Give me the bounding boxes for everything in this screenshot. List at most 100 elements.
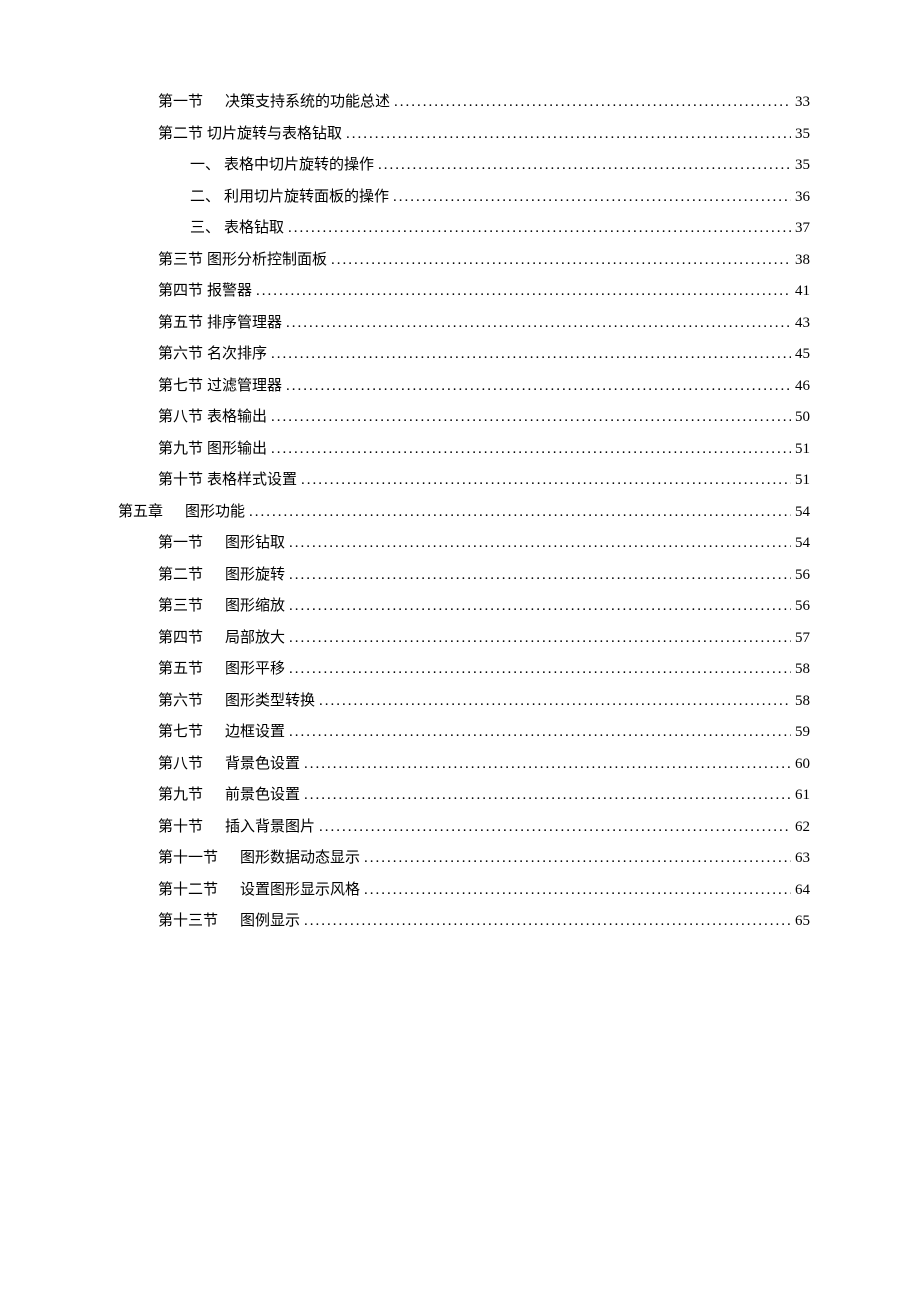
toc-entry-prefix: 第十三节 bbox=[158, 914, 218, 929]
toc-entry-page: 38 bbox=[795, 253, 810, 268]
toc-entry-leader bbox=[289, 662, 791, 677]
toc-entry-page: 46 bbox=[795, 379, 810, 394]
toc-entry-page: 41 bbox=[795, 284, 810, 299]
toc-entry-page: 56 bbox=[795, 599, 810, 614]
toc-entry: 第五章 图形功能 54 bbox=[118, 505, 810, 520]
toc-entry-title: 图形数据动态显示 bbox=[240, 851, 360, 866]
toc-entry-title: 图形类型转换 bbox=[225, 694, 315, 709]
toc-entry: 第十节 插入背景图片 62 bbox=[118, 820, 810, 835]
toc-entry-leader bbox=[249, 505, 791, 520]
toc-entry-leader bbox=[301, 473, 791, 488]
toc-entry: 第五节排序管理器43 bbox=[118, 316, 810, 331]
toc-entry-page: 51 bbox=[795, 473, 810, 488]
toc-entry-page: 54 bbox=[795, 505, 810, 520]
toc-entry: 第七节过滤管理器46 bbox=[118, 379, 810, 394]
toc-entry-title: 名次排序 bbox=[207, 347, 267, 362]
toc-entry-prefix: 二、 bbox=[190, 190, 220, 205]
toc-entry-prefix: 第六节 bbox=[158, 694, 203, 709]
toc-entry-page: 35 bbox=[795, 158, 810, 173]
toc-entry-leader bbox=[319, 820, 791, 835]
toc-entry-title: 表格样式设置 bbox=[207, 473, 297, 488]
toc-entry-prefix: 第二节 bbox=[158, 127, 203, 142]
toc-entry-leader bbox=[364, 883, 791, 898]
toc-entry-prefix: 第十节 bbox=[158, 820, 203, 835]
toc-entry-title: 图形钻取 bbox=[225, 536, 285, 551]
toc-entry-page: 33 bbox=[795, 95, 810, 110]
toc-entry-prefix: 第九节 bbox=[158, 442, 203, 457]
toc-entry: 第二节切片旋转与表格钻取35 bbox=[118, 127, 810, 142]
toc-entry-title: 图形功能 bbox=[185, 505, 245, 520]
toc-entry-title: 图例显示 bbox=[240, 914, 300, 929]
toc-entry-prefix: 第五节 bbox=[158, 316, 203, 331]
toc-entry: 第十节表格样式设置51 bbox=[118, 473, 810, 488]
toc-entry: 一、表格中切片旋转的操作35 bbox=[118, 158, 810, 173]
toc-entry-leader bbox=[319, 694, 791, 709]
toc-entry-title: 插入背景图片 bbox=[225, 820, 315, 835]
toc-entry-page: 54 bbox=[795, 536, 810, 551]
toc-entry-title: 图形缩放 bbox=[225, 599, 285, 614]
toc-entry-prefix: 第四节 bbox=[158, 631, 203, 646]
toc-entry-title: 利用切片旋转面板的操作 bbox=[224, 190, 389, 205]
toc-entry-leader bbox=[286, 316, 791, 331]
toc-entry: 第十二节 设置图形显示风格 64 bbox=[118, 883, 810, 898]
toc-entry: 第二节图形旋转56 bbox=[118, 568, 810, 583]
toc-entry: 第四节 局部放大 57 bbox=[118, 631, 810, 646]
toc-entry-title: 报警器 bbox=[207, 284, 252, 299]
toc-entry-leader bbox=[304, 757, 791, 772]
toc-entry-page: 56 bbox=[795, 568, 810, 583]
toc-entry: 第九节 前景色设置 61 bbox=[118, 788, 810, 803]
toc-entry-leader bbox=[289, 631, 791, 646]
toc-entry-prefix: 第三节 bbox=[158, 253, 203, 268]
toc-entry-leader bbox=[271, 410, 791, 425]
toc-entry-prefix: 一、 bbox=[190, 158, 220, 173]
toc-entry-leader bbox=[256, 284, 791, 299]
toc-entry-prefix: 第十二节 bbox=[158, 883, 218, 898]
toc-entry-title: 设置图形显示风格 bbox=[240, 883, 360, 898]
toc-entry-page: 64 bbox=[795, 883, 810, 898]
toc-entry: 第四节报警器41 bbox=[118, 284, 810, 299]
toc-entry-page: 63 bbox=[795, 851, 810, 866]
toc-entry: 二、利用切片旋转面板的操作36 bbox=[118, 190, 810, 205]
toc-entry-title: 图形分析控制面板 bbox=[207, 253, 327, 268]
toc-entry-page: 60 bbox=[795, 757, 810, 772]
toc-entry: 第一节决策支持系统的功能总述33 bbox=[118, 95, 810, 110]
toc-entry-title: 决策支持系统的功能总述 bbox=[225, 95, 390, 110]
toc-entry: 第十三节 图例显示 65 bbox=[118, 914, 810, 929]
toc-entry-prefix: 第五章 bbox=[118, 505, 163, 520]
toc-entry-page: 57 bbox=[795, 631, 810, 646]
toc-entry-leader bbox=[394, 95, 791, 110]
toc-entry-title: 过滤管理器 bbox=[207, 379, 282, 394]
toc-entry-leader bbox=[364, 851, 791, 866]
toc-entry-page: 35 bbox=[795, 127, 810, 142]
toc-entry: 第五节图形平移58 bbox=[118, 662, 810, 677]
toc-entry-prefix: 第八节 bbox=[158, 410, 203, 425]
toc-entry-page: 59 bbox=[795, 725, 810, 740]
toc-entry-leader bbox=[286, 379, 791, 394]
toc-entry-leader bbox=[331, 253, 791, 268]
toc-entry-prefix: 第六节 bbox=[158, 347, 203, 362]
toc-entry-leader bbox=[393, 190, 791, 205]
toc-entry-page: 43 bbox=[795, 316, 810, 331]
toc-entry: 第三节图形缩放56 bbox=[118, 599, 810, 614]
toc-entry-page: 50 bbox=[795, 410, 810, 425]
toc-entry-prefix: 三、 bbox=[190, 221, 220, 236]
toc-entry-prefix: 第五节 bbox=[158, 662, 203, 677]
toc-entry-title: 边框设置 bbox=[225, 725, 285, 740]
toc-entry-title: 表格输出 bbox=[207, 410, 267, 425]
toc-entry-prefix: 第八节 bbox=[158, 757, 203, 772]
toc-entry-page: 65 bbox=[795, 914, 810, 929]
toc-entry-title: 局部放大 bbox=[225, 631, 285, 646]
toc-entry: 第八节背景色设置60 bbox=[118, 757, 810, 772]
toc-entry-page: 62 bbox=[795, 820, 810, 835]
toc-entry-page: 61 bbox=[795, 788, 810, 803]
toc-entry-title: 前景色设置 bbox=[225, 788, 300, 803]
toc-entry-prefix: 第一节 bbox=[158, 536, 203, 551]
toc-entry-title: 表格钻取 bbox=[224, 221, 284, 236]
toc-entry-leader bbox=[304, 914, 791, 929]
toc-entry: 第一节 图形钻取 54 bbox=[118, 536, 810, 551]
toc-entry: 第六节图形类型转换58 bbox=[118, 694, 810, 709]
toc-entry-prefix: 第九节 bbox=[158, 788, 203, 803]
toc-entry-page: 45 bbox=[795, 347, 810, 362]
table-of-contents: 第一节 决策支持系统的功能总述 33 第二节切片旋转与表格钻取35 一、表格中切片旋转的… bbox=[118, 95, 810, 929]
toc-entry: 第八节表格输出 50 bbox=[118, 410, 810, 425]
